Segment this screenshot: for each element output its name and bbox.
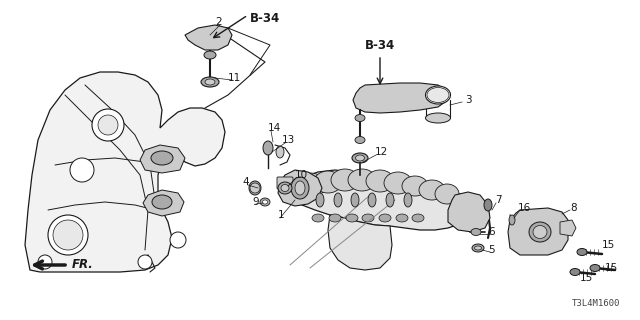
Polygon shape [25,72,225,272]
Polygon shape [508,208,568,255]
Circle shape [48,215,88,255]
Polygon shape [328,215,392,270]
Ellipse shape [484,199,492,211]
Ellipse shape [533,226,547,238]
Text: 8: 8 [570,203,577,213]
Text: 15: 15 [580,273,593,283]
Ellipse shape [355,155,365,161]
Ellipse shape [570,268,580,276]
Circle shape [170,232,186,248]
Ellipse shape [529,222,551,242]
Ellipse shape [384,172,412,194]
Text: 3: 3 [465,95,472,105]
Ellipse shape [435,184,459,204]
Ellipse shape [402,176,428,196]
Ellipse shape [396,214,408,222]
Polygon shape [143,190,184,216]
Circle shape [250,183,260,193]
Ellipse shape [426,86,451,104]
Text: 4: 4 [242,177,248,187]
Ellipse shape [590,265,600,271]
Ellipse shape [366,170,394,192]
Ellipse shape [205,79,215,85]
Text: 7: 7 [495,195,502,205]
Text: 11: 11 [228,73,241,83]
Ellipse shape [291,177,309,199]
Ellipse shape [426,113,451,123]
Circle shape [92,109,124,141]
Ellipse shape [419,180,445,200]
Ellipse shape [379,214,391,222]
Text: B-34: B-34 [365,38,396,52]
Ellipse shape [362,214,374,222]
Ellipse shape [294,173,326,197]
Ellipse shape [334,193,342,207]
Ellipse shape [348,169,376,191]
Polygon shape [448,192,490,232]
Ellipse shape [351,193,359,207]
Ellipse shape [329,214,341,222]
Ellipse shape [472,244,484,252]
Text: FR.: FR. [72,259,93,271]
Circle shape [53,220,83,250]
Circle shape [98,115,118,135]
Polygon shape [185,25,232,50]
Text: 5: 5 [488,245,495,255]
Text: 16: 16 [518,203,531,213]
Text: 15: 15 [605,263,618,273]
Ellipse shape [276,146,284,158]
Ellipse shape [471,228,481,236]
Ellipse shape [262,200,268,204]
Text: 10: 10 [295,170,308,180]
Ellipse shape [577,249,587,255]
Ellipse shape [281,185,289,191]
Text: 9: 9 [252,197,259,207]
Ellipse shape [249,181,261,195]
Ellipse shape [295,181,305,195]
Ellipse shape [386,193,394,207]
Ellipse shape [352,153,368,163]
Polygon shape [140,145,185,173]
Ellipse shape [474,246,481,250]
Ellipse shape [151,151,173,165]
Ellipse shape [278,182,292,194]
Ellipse shape [346,214,358,222]
Ellipse shape [368,193,376,207]
Circle shape [70,158,94,182]
Ellipse shape [152,195,172,209]
Text: 2: 2 [215,17,221,27]
Ellipse shape [509,215,515,225]
Ellipse shape [263,141,273,155]
Ellipse shape [314,171,342,193]
Text: B-34: B-34 [250,12,280,25]
Text: 6: 6 [488,227,495,237]
Text: T3L4M1600: T3L4M1600 [572,299,620,308]
Ellipse shape [201,77,219,87]
Text: 1: 1 [278,210,285,220]
Ellipse shape [331,169,359,191]
Polygon shape [278,170,322,206]
Polygon shape [560,220,576,236]
Ellipse shape [316,193,324,207]
Polygon shape [353,83,448,113]
Polygon shape [285,170,472,230]
Circle shape [38,255,52,269]
Text: 12: 12 [375,147,388,157]
Ellipse shape [404,193,412,207]
Text: 14: 14 [268,123,281,133]
Ellipse shape [355,115,365,122]
Text: 15: 15 [602,240,615,250]
Circle shape [138,255,152,269]
Ellipse shape [204,51,216,59]
Ellipse shape [260,198,270,206]
FancyBboxPatch shape [277,177,293,189]
Ellipse shape [427,87,449,102]
Ellipse shape [412,214,424,222]
Ellipse shape [355,137,365,143]
Ellipse shape [312,214,324,222]
Text: 13: 13 [282,135,295,145]
